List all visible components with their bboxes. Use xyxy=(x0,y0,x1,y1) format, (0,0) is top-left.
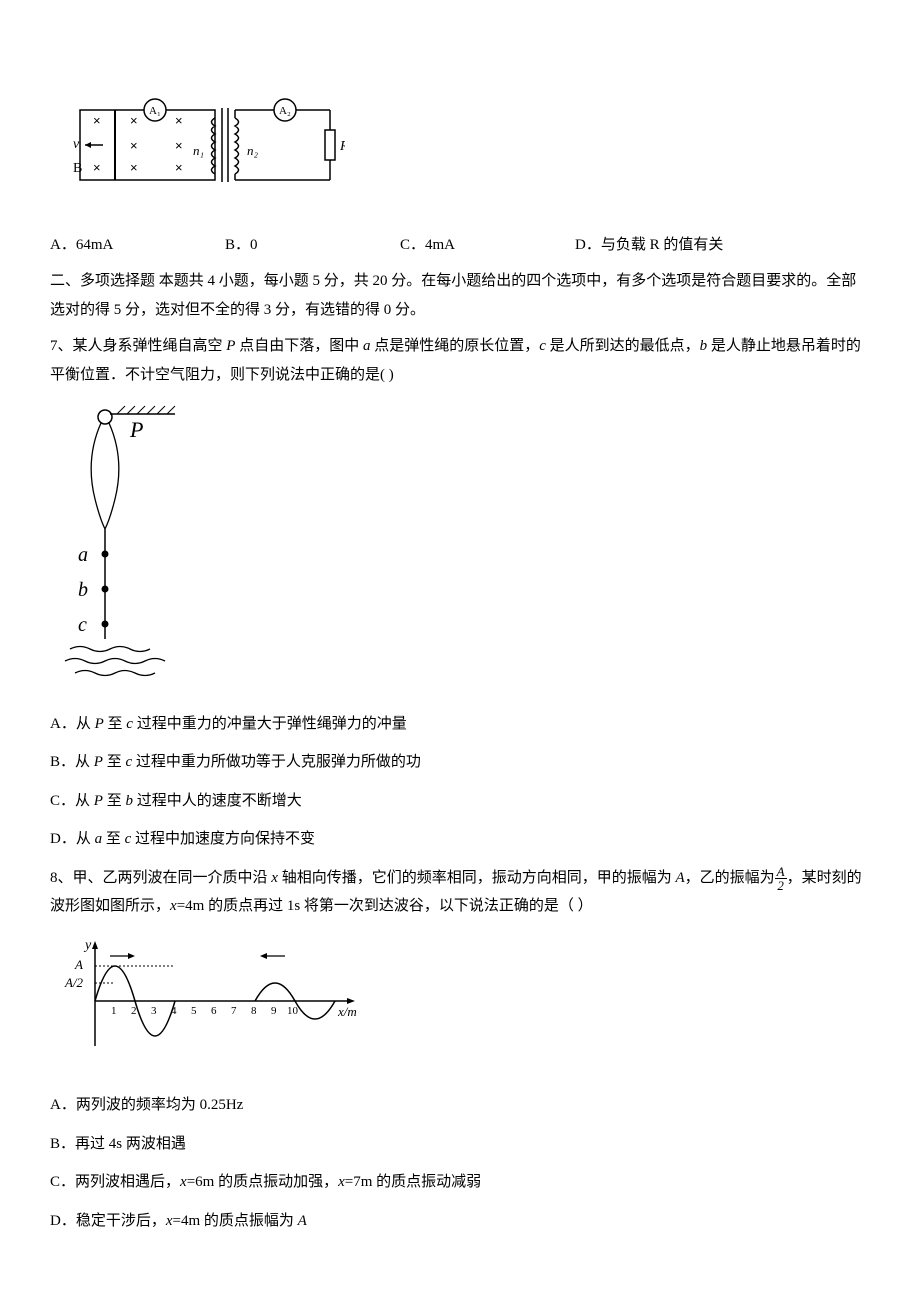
svg-text:A: A xyxy=(74,957,83,972)
var-A: A xyxy=(675,870,684,886)
var: c xyxy=(126,716,133,732)
text: D．与负载 xyxy=(575,237,650,253)
var-x: x xyxy=(338,1174,345,1190)
text: 过程中人的速度不断增大 xyxy=(133,793,302,809)
svg-text:×: × xyxy=(130,160,138,175)
text: =4m 的质点振幅为 xyxy=(173,1213,298,1229)
q7-option-b: B．从 P 至 c 过程中重力所做功等于人克服弹力所做的功 xyxy=(50,748,870,777)
svg-text:A₂: A₂ xyxy=(279,105,291,117)
text: 点是弹性绳的原长位置， xyxy=(370,338,539,354)
text: ，乙的振幅为 xyxy=(685,870,775,886)
svg-text:n₁: n₁ xyxy=(193,143,204,158)
q7-option-d: D．从 a 至 c 过程中加速度方向保持不变 xyxy=(50,825,870,854)
text: =7m 的质点振动减弱 xyxy=(345,1174,481,1190)
svg-text:P: P xyxy=(129,417,143,442)
svg-text:10: 10 xyxy=(287,1005,299,1017)
q8-option-a: A．两列波的频率均为 0.25Hz xyxy=(50,1091,870,1120)
section2-header: 二、多项选择题 本题共 4 小题，每小题 5 分，共 20 分。在每小题给出的四… xyxy=(50,267,870,324)
text: 至 xyxy=(103,754,126,770)
svg-text:6: 6 xyxy=(211,1005,217,1017)
svg-text:×: × xyxy=(93,113,101,128)
text: 点自由下落，图中 xyxy=(235,338,363,354)
text: 过程中加速度方向保持不变 xyxy=(131,831,315,847)
text: 的值有关 xyxy=(660,237,724,253)
svg-text:9: 9 xyxy=(271,1005,277,1017)
var-A: A xyxy=(298,1213,307,1229)
svg-text:a: a xyxy=(78,544,88,566)
text: C．从 xyxy=(50,793,94,809)
svg-text:7: 7 xyxy=(231,1005,237,1017)
text: 过程中重力所做功等于人克服弹力所做的功 xyxy=(132,754,421,770)
numerator: A xyxy=(775,865,787,879)
q7-option-a: A．从 P 至 c 过程中重力的冲量大于弹性绳弹力的冲量 xyxy=(50,710,870,739)
var-x: x xyxy=(170,898,177,914)
var-x: x xyxy=(166,1213,173,1229)
q6-circuit-diagram: v B × × × × × × × × A₁ n₁ n₂ xyxy=(55,90,870,211)
svg-text:x/m: x/m xyxy=(337,1004,357,1019)
svg-text:R: R xyxy=(339,139,345,154)
text: D．稳定干涉后， xyxy=(50,1213,166,1229)
q8-wave-diagram: y x/m A A/2 1 2 3 4 5 6 7 8 9 10 xyxy=(55,931,870,1072)
var: b xyxy=(125,793,133,809)
text: 至 xyxy=(103,793,126,809)
text: 是人所到达的最低点， xyxy=(546,338,700,354)
q6-option-b: B．0 xyxy=(225,231,400,260)
text: =4m 的质点再过 1s 将第一次到达波谷，以下说法正确的是（ ） xyxy=(177,898,593,914)
text: C．两列波相遇后， xyxy=(50,1174,180,1190)
svg-text:b: b xyxy=(78,579,88,601)
q6-option-c: C．4mA xyxy=(400,231,575,260)
svg-text:A₁: A₁ xyxy=(149,105,161,117)
svg-text:5: 5 xyxy=(191,1005,197,1017)
svg-text:×: × xyxy=(175,113,183,128)
svg-text:c: c xyxy=(78,614,87,636)
svg-text:v: v xyxy=(73,137,80,152)
var-c: c xyxy=(539,338,546,354)
svg-text:×: × xyxy=(93,160,101,175)
text: 轴相向传播，它们的频率相同，振动方向相同，甲的振幅为 xyxy=(278,870,676,886)
svg-text:3: 3 xyxy=(151,1005,157,1017)
q7-text: 7、某人身系弹性绳自高空 P 点自由下落，图中 a 点是弹性绳的原长位置，c 是… xyxy=(50,332,870,389)
text: A．从 xyxy=(50,716,95,732)
q7-bungee-diagram: P a b c xyxy=(55,399,870,690)
svg-text:A/2: A/2 xyxy=(64,975,84,990)
svg-text:1: 1 xyxy=(111,1005,117,1017)
text: 过程中重力的冲量大于弹性绳弹力的冲量 xyxy=(133,716,407,732)
q6-options: A．64mA B．0 C．4mA D．与负载 R 的值有关 xyxy=(50,231,870,260)
text: D．从 xyxy=(50,831,95,847)
svg-text:n₂: n₂ xyxy=(247,143,259,158)
text: =6m 的质点振动加强， xyxy=(187,1174,338,1190)
text: 至 xyxy=(102,831,125,847)
denominator: 2 xyxy=(775,879,787,892)
q8-option-b: B．再过 4s 两波相遇 xyxy=(50,1130,870,1159)
q8-option-c: C．两列波相遇后，x=6m 的质点振动加强，x=7m 的质点振动减弱 xyxy=(50,1168,870,1197)
svg-text:×: × xyxy=(175,160,183,175)
blank: ) xyxy=(385,367,394,383)
var-R: R xyxy=(650,237,660,253)
text: 至 xyxy=(104,716,127,732)
svg-text:y: y xyxy=(83,938,92,953)
var: a xyxy=(95,831,103,847)
text: B．从 xyxy=(50,754,94,770)
svg-text:×: × xyxy=(130,138,138,153)
svg-text:×: × xyxy=(175,138,183,153)
svg-text:2: 2 xyxy=(131,1005,137,1017)
text: 7、某人身系弹性绳自高空 xyxy=(50,338,226,354)
svg-text:B: B xyxy=(73,161,82,176)
fraction-A-over-2: A2 xyxy=(775,865,787,892)
var: P xyxy=(94,754,103,770)
q7-option-c: C．从 P 至 b 过程中人的速度不断增大 xyxy=(50,787,870,816)
text: 8、甲、乙两列波在同一介质中沿 xyxy=(50,870,271,886)
q6-option-a: A．64mA xyxy=(50,231,225,260)
svg-text:8: 8 xyxy=(251,1005,257,1017)
var-x: x xyxy=(271,870,278,886)
var: P xyxy=(94,793,103,809)
q8-option-d: D．稳定干涉后，x=4m 的质点振幅为 A xyxy=(50,1207,870,1236)
var-x: x xyxy=(180,1174,187,1190)
svg-text:×: × xyxy=(130,113,138,128)
q8-text: 8、甲、乙两列波在同一介质中沿 x 轴相向传播，它们的频率相同，振动方向相同，甲… xyxy=(50,864,870,921)
q6-option-d: D．与负载 R 的值有关 xyxy=(575,231,723,260)
var: P xyxy=(95,716,104,732)
